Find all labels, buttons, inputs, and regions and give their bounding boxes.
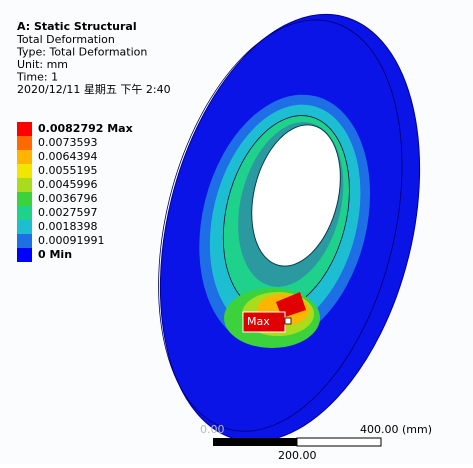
legend-label: 0.0082792 Max — [38, 122, 133, 135]
header-title: A: Static Structural — [17, 20, 137, 33]
probe-point — [285, 318, 291, 324]
scale-end: 400.00 (mm) — [360, 423, 432, 436]
legend-swatch — [17, 136, 32, 150]
header-line: 2020/12/11 星期五 下午 2:40 — [17, 83, 171, 96]
legend-swatch — [17, 206, 32, 220]
legend-label: 0.0055195 — [38, 164, 98, 177]
header-line: Type: Total Deformation — [16, 46, 147, 59]
legend-swatch — [17, 164, 32, 178]
viewport: Max A: Static Structural Total Deformati… — [0, 0, 473, 464]
legend-label: 0.0045996 — [38, 178, 98, 191]
legend-swatch — [17, 150, 32, 164]
legend-swatch — [17, 234, 32, 248]
legend-swatch — [17, 122, 32, 136]
scale-white — [297, 438, 381, 446]
legend-swatch — [17, 220, 32, 234]
legend-swatch — [17, 178, 32, 192]
header-line: Time: 1 — [16, 71, 58, 84]
legend-label: 0.0027597 — [38, 206, 98, 219]
probe-label: Max — [247, 315, 270, 328]
legend-label: 0.0036796 — [38, 192, 98, 205]
scale-middle: 200.00 — [278, 449, 317, 462]
header-line: Total Deformation — [16, 33, 115, 46]
scale-black — [213, 438, 297, 446]
scale-start: 0.00 — [200, 423, 225, 436]
legend-swatch — [17, 248, 32, 262]
legend-label: 0.0064394 — [38, 150, 98, 163]
legend-label: 0.00091991 — [38, 234, 104, 247]
legend-label: 0.0018398 — [38, 220, 98, 233]
header-line: Unit: mm — [17, 58, 68, 71]
legend-swatch — [17, 192, 32, 206]
legend-label: 0 Min — [38, 248, 72, 261]
legend-label: 0.0073593 — [38, 136, 98, 149]
